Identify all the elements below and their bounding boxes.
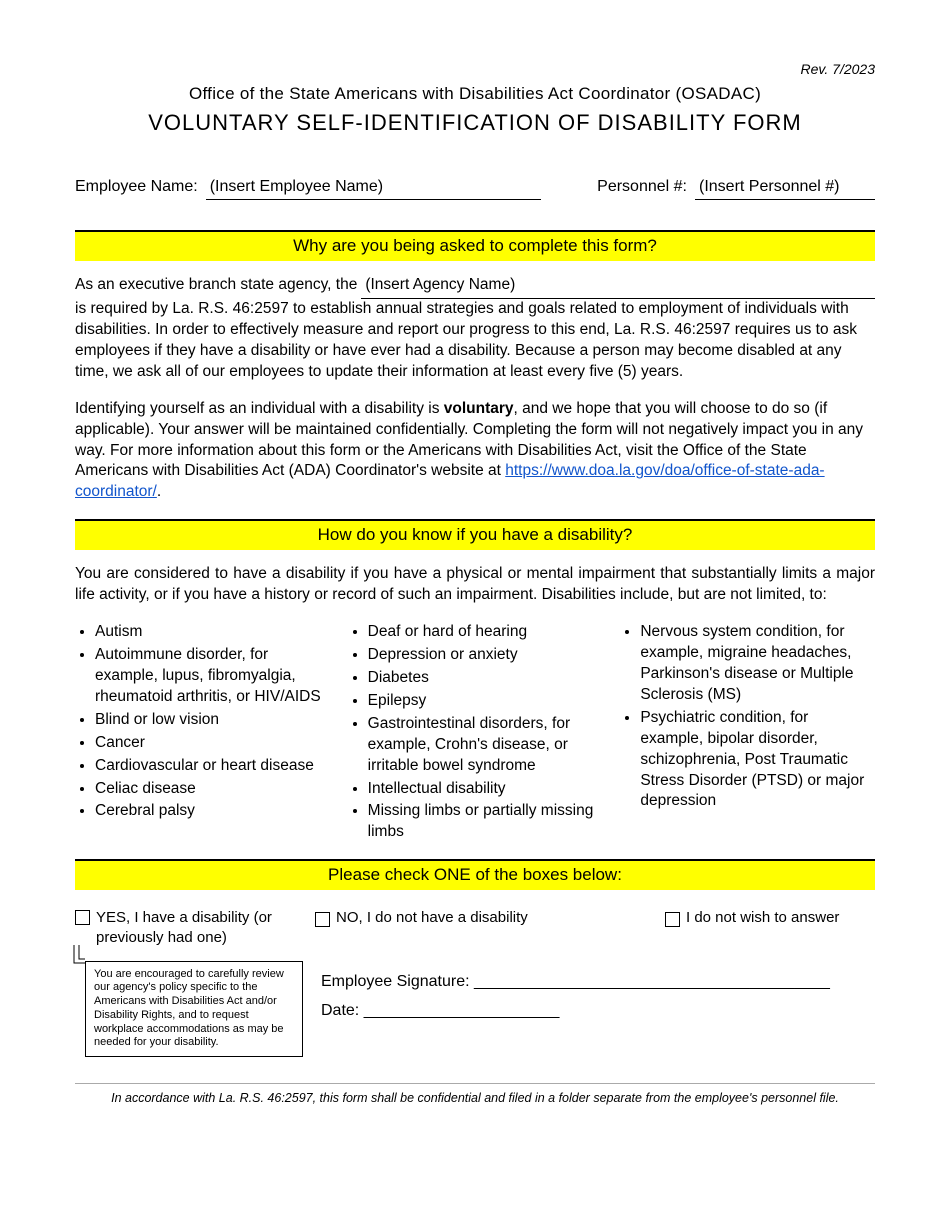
disability-list-item: Cancer: [95, 733, 330, 754]
section-how-title: How do you know if you have a disability…: [75, 519, 875, 550]
disability-list-item: Autism: [95, 622, 330, 643]
callout-pointer-icon: [71, 943, 91, 967]
note-and-signature-row: You are encouraged to carefully review o…: [75, 961, 875, 1058]
disability-list-item: Autoimmune disorder, for example, lupus,…: [95, 645, 330, 708]
disability-list-item: Deaf or hard of hearing: [368, 622, 603, 643]
disability-list-item: Intellectual disability: [368, 779, 603, 800]
office-name: Office of the State Americans with Disab…: [75, 83, 875, 106]
disability-col-3: Nervous system condition, for example, m…: [620, 622, 875, 845]
disability-list-columns: AutismAutoimmune disorder, for example, …: [75, 622, 875, 845]
disability-list-item: Diabetes: [368, 668, 603, 689]
disability-list-item: Psychiatric condition, for example, bipo…: [640, 708, 875, 813]
disability-list-item: Cerebral palsy: [95, 801, 330, 822]
date-line[interactable]: Date: ______________________: [321, 1000, 875, 1022]
agency-name-field[interactable]: (Insert Agency Name): [361, 275, 875, 299]
section-check-title: Please check ONE of the boxes below:: [75, 859, 875, 890]
disability-col-1: AutismAutoimmune disorder, for example, …: [75, 622, 330, 845]
checkbox-decline-label: I do not wish to answer: [686, 908, 839, 928]
checkbox-yes-label: YES, I have a disability (or previously …: [96, 908, 295, 949]
why-lead-text: As an executive branch state agency, the: [75, 275, 357, 296]
why-body2-voluntary: voluntary: [444, 400, 514, 417]
checkbox-option-no[interactable]: NO, I do not have a disability: [315, 908, 645, 928]
why-body2-d: .: [157, 483, 161, 500]
how-intro: You are considered to have a disability …: [75, 564, 875, 606]
disability-list-item: Missing limbs or partially missing limbs: [368, 801, 603, 843]
disability-list-item: Epilepsy: [368, 691, 603, 712]
why-body-1: is required by La. R.S. 46:2597 to estab…: [75, 300, 857, 380]
footer-confidentiality-note: In accordance with La. R.S. 46:2597, thi…: [75, 1083, 875, 1107]
employee-info-row: Employee Name: (Insert Employee Name) Pe…: [75, 176, 875, 201]
checkbox-option-yes[interactable]: YES, I have a disability (or previously …: [75, 908, 295, 949]
employee-name-label: Employee Name:: [75, 176, 198, 198]
disability-col-2: Deaf or hard of hearingDepression or anx…: [348, 622, 603, 845]
disability-list-item: Gastrointestinal disorders, for example,…: [368, 714, 603, 777]
checkbox-no-label: NO, I do not have a disability: [336, 908, 528, 928]
disability-list-item: Nervous system condition, for example, m…: [640, 622, 875, 706]
signature-line[interactable]: Employee Signature: ____________________…: [321, 971, 875, 993]
disability-list-item: Depression or anxiety: [368, 645, 603, 666]
checkbox-decline[interactable]: [665, 912, 680, 927]
disability-list-item: Celiac disease: [95, 779, 330, 800]
personnel-number-field[interactable]: (Insert Personnel #): [695, 176, 875, 201]
why-paragraph-2: Identifying yourself as an individual wi…: [75, 399, 875, 504]
why-body2-a: Identifying yourself as an individual wi…: [75, 400, 444, 417]
disability-list-item: Blind or low vision: [95, 710, 330, 731]
checkbox-option-decline[interactable]: I do not wish to answer: [665, 908, 875, 928]
form-title: VOLUNTARY SELF-IDENTIFICATION OF DISABIL…: [75, 108, 875, 138]
employee-name-field[interactable]: (Insert Employee Name): [206, 176, 541, 201]
personnel-number-label: Personnel #:: [597, 176, 687, 198]
revision-label: Rev. 7/2023: [75, 60, 875, 79]
section-why-title: Why are you being asked to complete this…: [75, 230, 875, 261]
checkbox-row: YES, I have a disability (or previously …: [75, 908, 875, 949]
policy-callout-box: You are encouraged to carefully review o…: [85, 961, 303, 1058]
checkbox-yes[interactable]: [75, 910, 90, 925]
disability-list-item: Cardiovascular or heart disease: [95, 756, 330, 777]
why-paragraph-1: As an executive branch state agency, the…: [75, 275, 875, 383]
checkbox-no[interactable]: [315, 912, 330, 927]
